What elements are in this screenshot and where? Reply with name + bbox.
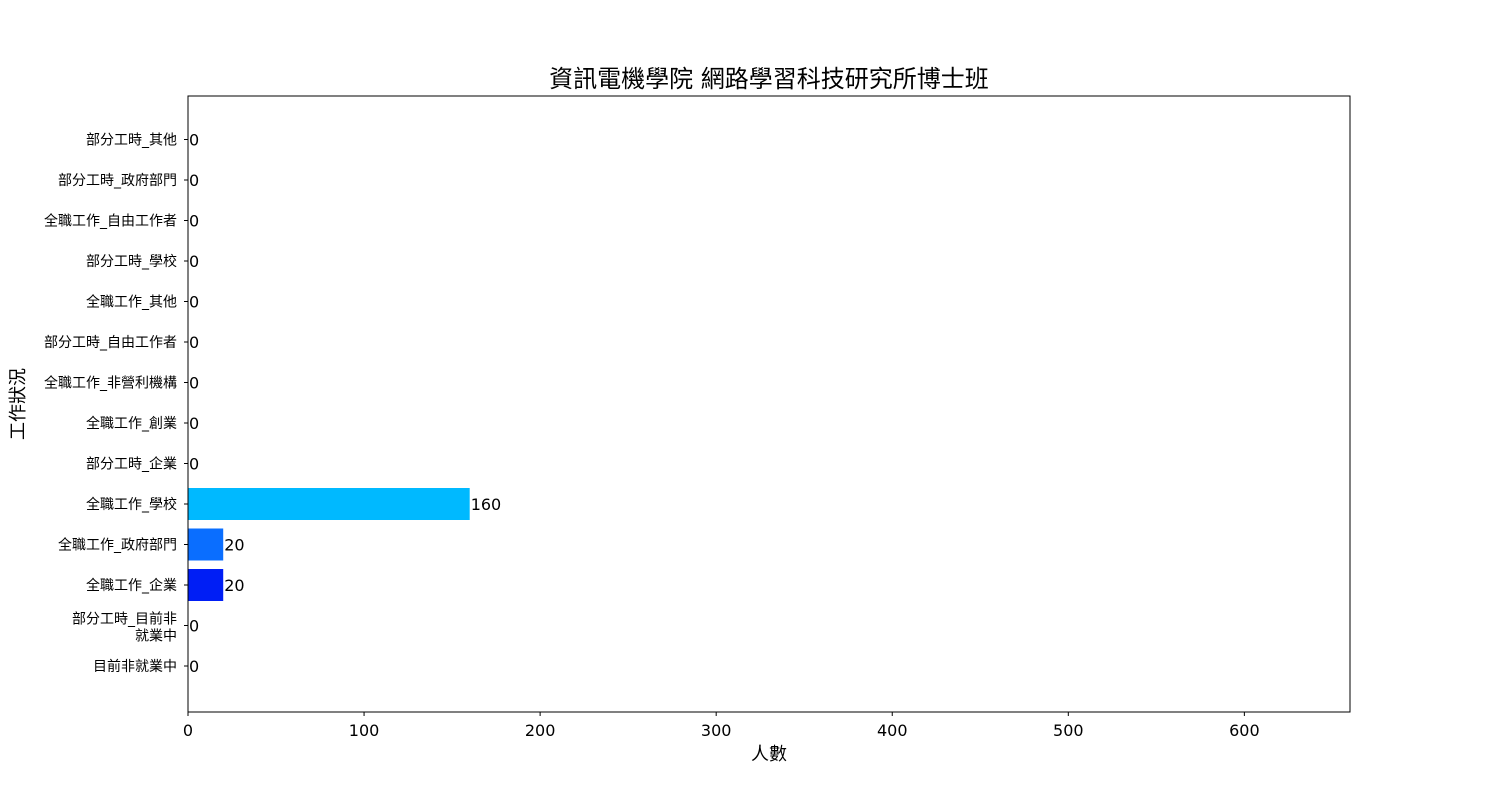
bar-value-label: 0: [189, 333, 199, 352]
bar-value-label: 0: [189, 212, 199, 231]
y-axis-title: 工作狀況: [8, 368, 29, 440]
y-tick-label: 部分工時_政府部門: [58, 173, 177, 189]
y-tick-label: 部分工時_目前非就業中: [72, 611, 177, 645]
y-tick-label: 部分工時_自由工作者: [44, 335, 177, 351]
y-tick-label: 全職工作_政府部門: [58, 537, 177, 554]
x-tick-label: 200: [525, 721, 556, 740]
x-tick-label: 600: [1229, 721, 1260, 740]
y-tick-label: 部分工時_學校: [86, 253, 177, 270]
y-tick-label: 全職工作_自由工作者: [44, 213, 177, 230]
y-tick-label: 全職工作_創業: [86, 415, 177, 432]
x-tick-label: 100: [349, 721, 380, 740]
bar-value-label: 0: [189, 414, 199, 433]
y-tick-label: 部分工時_企業: [86, 456, 177, 473]
x-tick-label: 300: [701, 721, 732, 740]
bar-value-label: 0: [189, 455, 199, 474]
bar: [188, 488, 470, 520]
y-tick-label: 全職工作_學校: [86, 496, 177, 513]
chart-title: 資訊電機學院 網路學習科技研究所博士班: [549, 65, 989, 93]
bar-value-label: 0: [189, 617, 199, 636]
bar: [188, 528, 224, 561]
bar-value-label: 0: [189, 252, 199, 271]
y-tick-label: 全職工作_企業: [86, 577, 177, 594]
x-tick-label: 500: [1053, 721, 1084, 740]
y-axis: 目前非就業中 部分工時_目前非就業中 全職工作_企業 全職工作_政府部門 全職工作_學校…: [44, 133, 188, 675]
bar-value-label: 0: [189, 374, 199, 393]
plot-area-frame: [187, 95, 1351, 713]
bar-value-label: 20: [224, 576, 244, 595]
bar: [188, 569, 224, 601]
bar-value-label: 160: [471, 495, 502, 514]
bar-value-label: 0: [189, 131, 199, 150]
bar-value-label: 0: [189, 293, 199, 312]
bar-value-label: 0: [189, 657, 199, 676]
bar-value-label: 20: [224, 536, 244, 555]
y-tick-label: 部分工時_其他: [86, 133, 177, 149]
y-tick-label: 全職工作_其他: [86, 294, 177, 311]
y-tick-label: 目前非就業中: [93, 658, 177, 675]
x-axis-title: 人數: [751, 744, 787, 765]
bars-layer: [188, 488, 470, 601]
data-labels-layer: 0 0 20 20 160 0 0 0 0 0 0 0 0 0: [189, 131, 501, 677]
x-tick-label: 400: [877, 721, 908, 740]
x-tick-label: 0: [183, 721, 193, 740]
bar-value-label: 0: [189, 171, 199, 190]
x-axis: 0 100 200 300 400 500 600: [183, 712, 1260, 740]
y-tick-label: 全職工作_非營利機構: [44, 375, 177, 392]
